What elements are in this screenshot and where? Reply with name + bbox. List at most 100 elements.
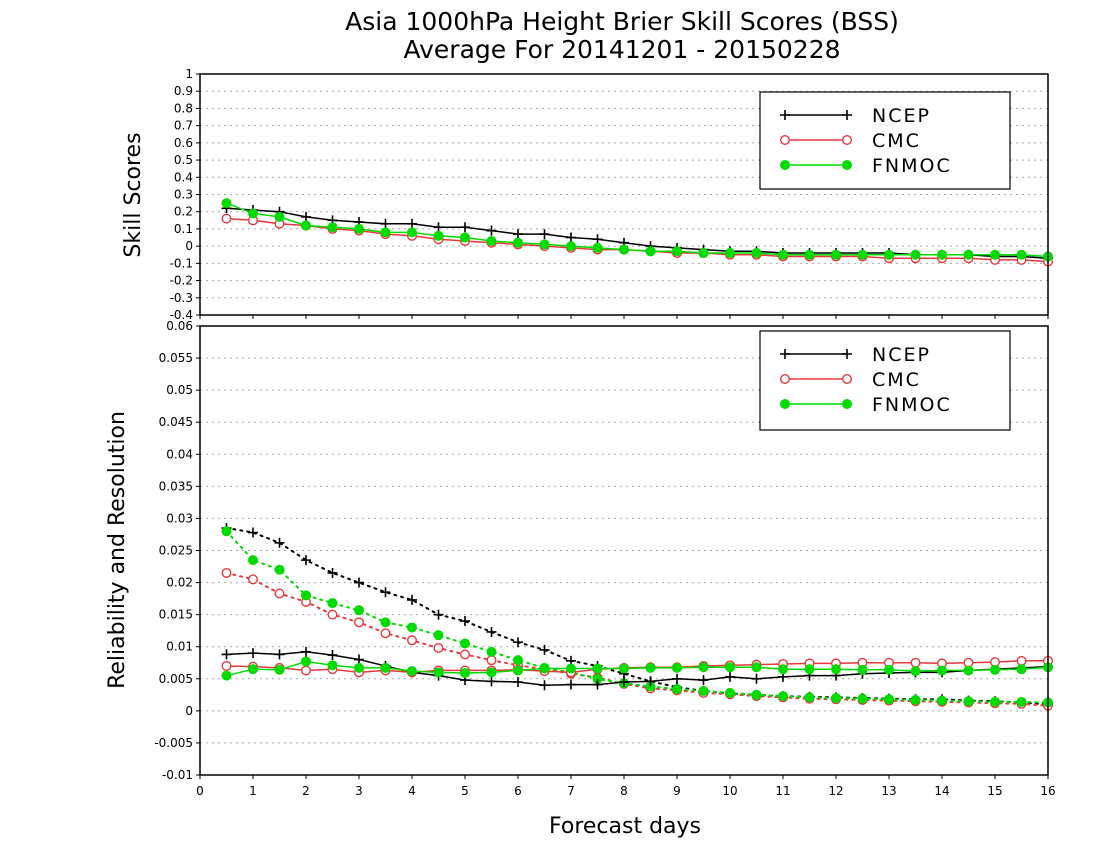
data-point [698,675,709,686]
data-point [831,249,842,260]
data-point [380,227,391,238]
data-point [857,693,868,704]
data-point [247,574,258,585]
data-point [407,218,417,229]
data-point [990,696,1001,707]
data-point [433,630,444,641]
y-tick-label: 0.3 [174,188,193,202]
x-axis-label: Forecast days [549,814,701,839]
data-point [910,666,921,677]
y-tick-label: 0.8 [174,101,193,115]
data-point [300,590,311,601]
data-point [221,526,232,537]
y-tick-label: 0.5 [174,153,193,167]
data-point [672,246,683,257]
data-point [725,662,736,673]
data-point [831,693,842,704]
series-line [225,527,1049,706]
y-axis-label: Skill Scores [121,132,146,257]
data-point [937,695,948,706]
data-point [990,664,1001,675]
x-tick-label: 13 [881,784,896,798]
data-point [274,664,285,675]
data-point [592,242,603,253]
data-point [301,211,311,222]
data-point [406,666,417,677]
y-tick-label: 0.7 [174,119,193,133]
data-point [221,660,232,671]
legend-marker [842,159,853,170]
chart-title-line-2: Average For 20141201 - 20150228 [403,35,840,64]
y-tick-label: 0.02 [166,576,193,590]
data-point [221,649,232,660]
x-tick-label: 6 [514,784,522,798]
y-tick-label: 0.6 [174,136,193,150]
x-tick-label: 11 [775,784,790,798]
y-tick-label: 0.015 [159,608,193,622]
data-point [459,668,470,679]
x-tick-label: 16 [1040,784,1055,798]
plot-frame [199,73,1049,316]
panel-2: 0.060.0550.050.0450.040.0350.030.0250.02… [105,319,1056,839]
y-tick-label: 0.025 [159,544,193,558]
data-point [804,692,815,703]
y-tick-label: 0.4 [174,170,193,184]
data-point [566,679,576,690]
x-tick-label: 10 [722,784,737,798]
plot-layer: 1 0.9 0.8 0.7 0.6 0.5 0.4 0.3 0.2 0.1 0 -0.1 -0.2 -0.… [105,67,1056,839]
data-point [221,670,232,681]
data-point [963,665,974,676]
data-point [221,198,232,209]
data-point [433,667,444,678]
data-point [459,232,470,243]
data-point [327,222,338,233]
data-point [486,655,497,666]
legend-marker [780,134,791,145]
data-point [884,664,895,675]
data-point [778,691,789,702]
legend-marker [842,134,853,145]
data-point [672,673,682,684]
data-point [380,587,391,598]
y-tick-label: 1 [185,67,193,81]
data-point [751,673,762,684]
data-point [327,598,338,609]
data-point [619,676,629,687]
y-tick-label: 0.1 [174,222,193,236]
data-point [539,239,550,250]
data-point [513,229,523,240]
data-point [433,642,444,653]
data-point [619,244,630,255]
data-point [460,222,470,233]
y-tick-label: -0.4 [170,308,193,322]
data-point [327,567,338,578]
data-point [353,662,364,673]
data-point [354,617,365,628]
data-point [884,694,895,705]
x-tick-label: 9 [673,784,681,798]
legend-marker [780,374,791,385]
data-point [566,241,577,252]
y-tick-label: -0.01 [162,768,193,782]
data-point [1016,664,1027,675]
data-point [301,646,311,657]
y-tick-label: 0.01 [166,640,193,654]
x-tick-label: 8 [620,784,628,798]
data-point [248,527,258,538]
data-point [725,248,736,259]
data-point [513,637,523,648]
y-tick-label: -0.1 [170,256,193,270]
data-point [327,660,338,671]
x-tick-label: 14 [934,784,949,798]
x-tick-label: 1 [249,784,257,798]
legend-marker [842,349,852,359]
y-tick-label: 0.04 [166,447,193,461]
series-fnmoc-solid [221,198,1054,262]
x-tick-label: 0 [196,784,204,798]
legend-label-ncep: NCEP [872,105,931,127]
x-tick-label: 15 [987,784,1002,798]
y-tick-label: -0.2 [170,274,193,288]
data-point [513,665,524,676]
data-point [592,679,603,690]
legend: NCEP CMC FNMOC [759,91,1011,190]
